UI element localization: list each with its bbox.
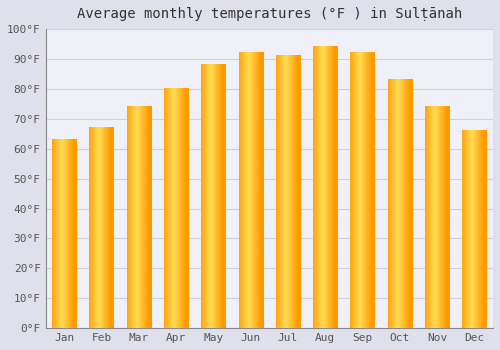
Title: Average monthly temperatures (°F ) in Sulṭānah: Average monthly temperatures (°F ) in Su… bbox=[76, 7, 462, 21]
